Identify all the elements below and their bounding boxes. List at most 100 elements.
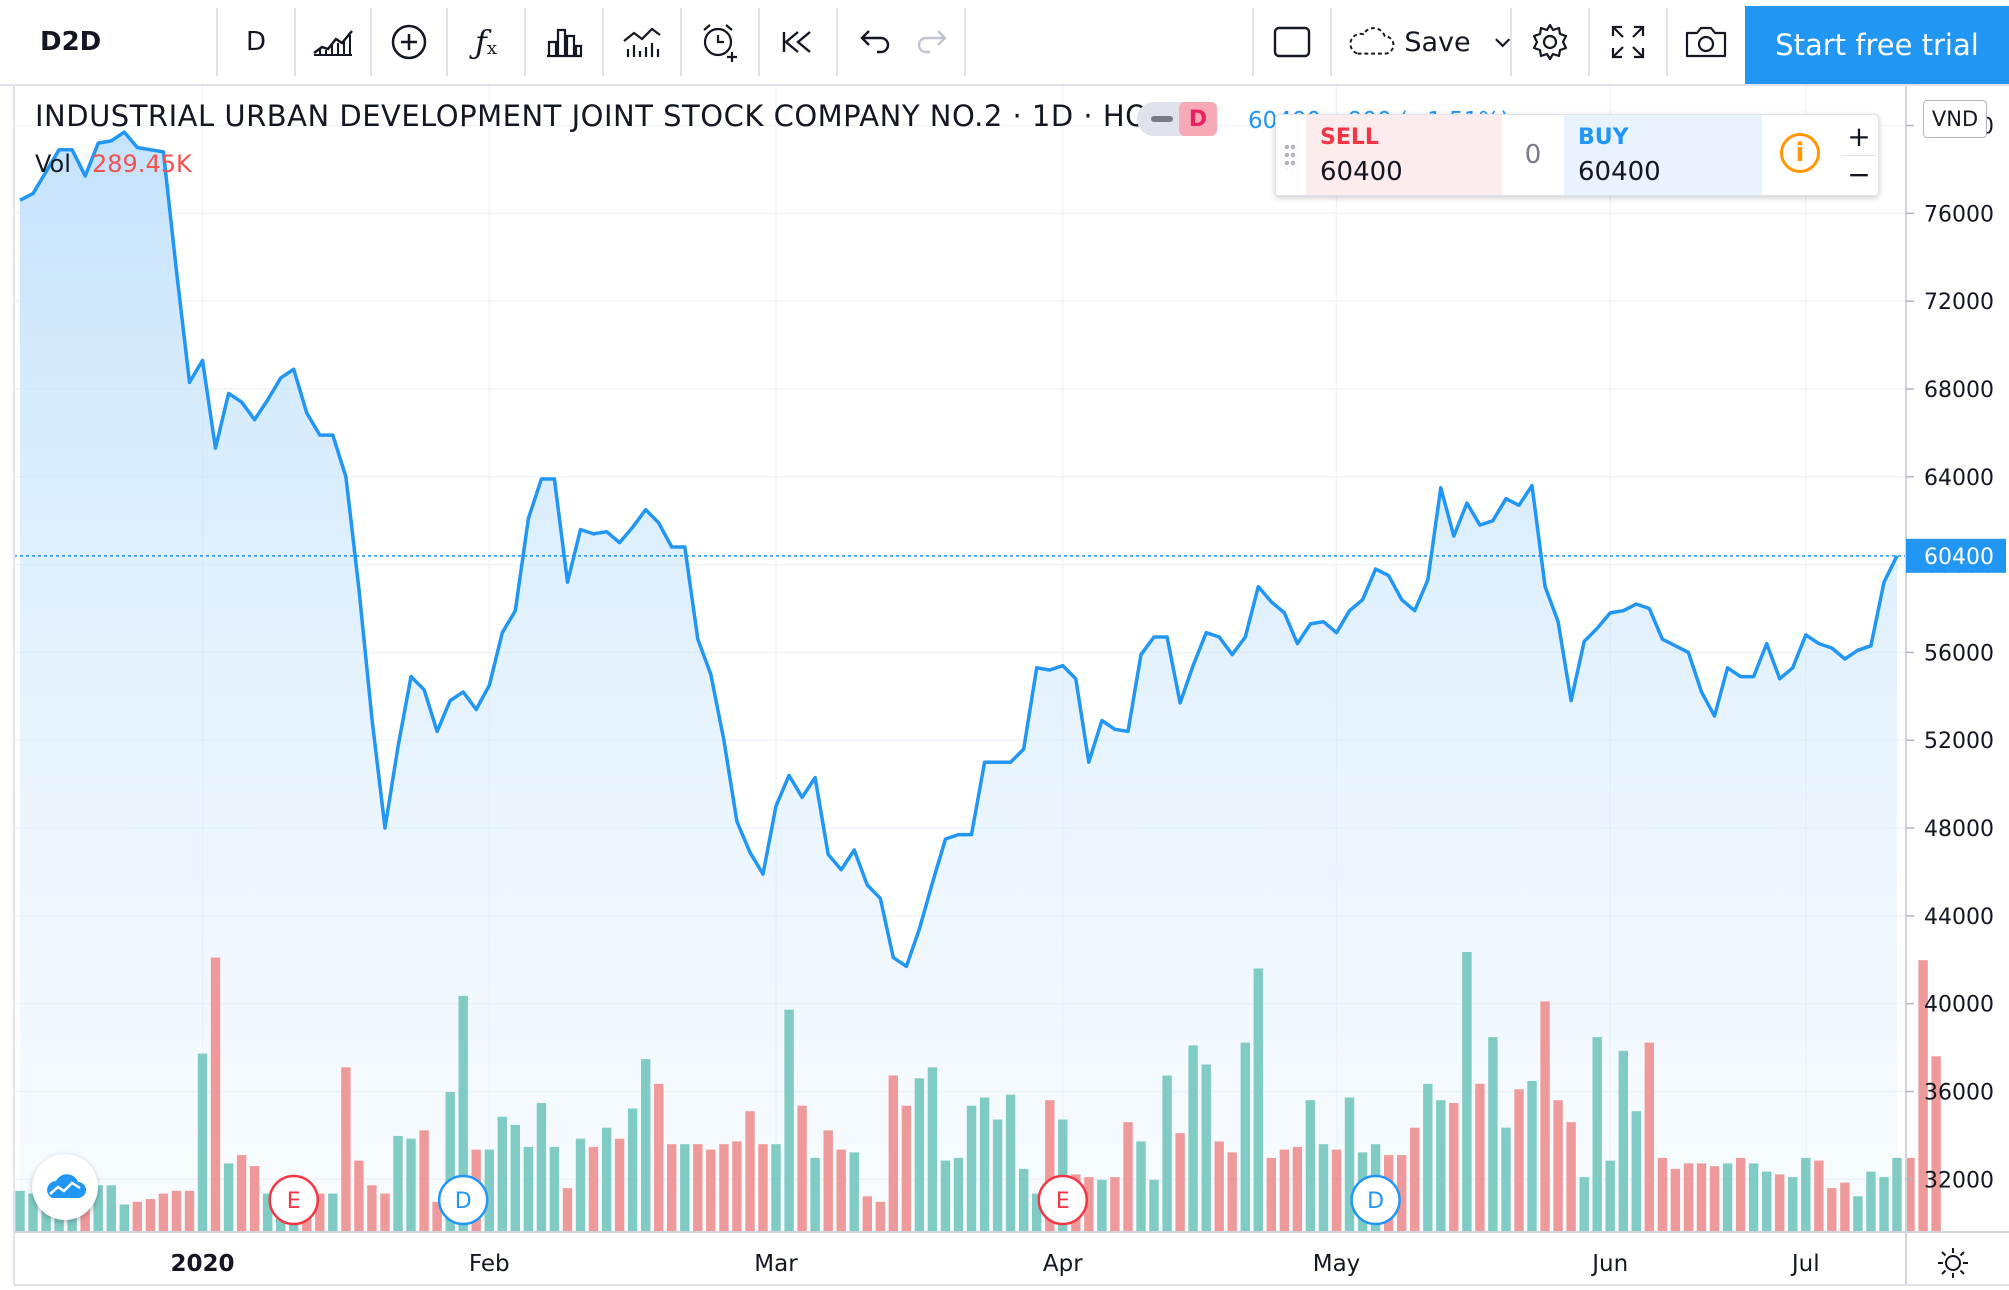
x-tick-label: 2020 bbox=[170, 1251, 234, 1277]
volume-bar bbox=[784, 1009, 794, 1232]
settings-gear-icon[interactable] bbox=[1512, 8, 1588, 76]
financials-bar-icon[interactable] bbox=[526, 8, 602, 76]
y-tick-label: 52000 bbox=[1924, 729, 1994, 754]
volume-bar bbox=[497, 1116, 507, 1232]
volume-bar bbox=[836, 1149, 846, 1232]
interval-button[interactable]: D bbox=[245, 27, 267, 57]
volume-bar bbox=[1722, 1163, 1733, 1232]
toolbar-divider bbox=[680, 8, 682, 76]
earnings-marker[interactable]: E bbox=[268, 1174, 319, 1226]
volume-bar bbox=[1905, 1157, 1915, 1232]
volume-bar bbox=[1423, 1083, 1433, 1232]
volume-bar bbox=[953, 1157, 964, 1232]
volume-bar bbox=[1149, 1179, 1159, 1232]
scale-settings-icon[interactable] bbox=[1936, 1246, 1970, 1284]
y-tick-label: 32000 bbox=[1924, 1168, 1994, 1193]
toolbar-divider bbox=[964, 8, 966, 76]
volume-bar bbox=[1045, 1100, 1055, 1232]
volume-bar bbox=[1436, 1100, 1446, 1232]
redo-icon[interactable] bbox=[900, 8, 964, 76]
last-price-label: 60400 bbox=[1924, 545, 1994, 570]
x-tick-label: May bbox=[1313, 1251, 1361, 1277]
last-price-tag bbox=[1906, 538, 2006, 573]
x-tick-label: Jun bbox=[1590, 1251, 1628, 1277]
chevron-down-icon bbox=[1494, 38, 1510, 48]
earnings-marker[interactable]: E bbox=[1037, 1174, 1089, 1226]
plus-button[interactable]: + bbox=[1842, 117, 1876, 156]
dividend-marker[interactable]: D bbox=[1350, 1174, 1401, 1226]
toggle-knob bbox=[1151, 116, 1173, 122]
y-tick-label: 36000 bbox=[1924, 1080, 1994, 1105]
volume-bar bbox=[875, 1201, 885, 1232]
start-free-trial-button[interactable]: Start free trial bbox=[1745, 6, 2009, 84]
quantity-field[interactable]: 0 bbox=[1524, 140, 1542, 170]
volume-bar bbox=[523, 1146, 534, 1232]
minus-button[interactable]: − bbox=[1847, 157, 1871, 191]
dividend-toggle[interactable]: D bbox=[1137, 102, 1217, 136]
volume-bar bbox=[380, 1193, 390, 1232]
volume-bar bbox=[93, 1185, 103, 1232]
dividend-badge: D bbox=[1179, 102, 1217, 136]
volume-label: Vol bbox=[35, 150, 71, 178]
volume-bar bbox=[1279, 1149, 1290, 1232]
info-icon[interactable]: i bbox=[1780, 133, 1820, 173]
symbol-search-button[interactable]: D2D bbox=[40, 27, 102, 57]
snapshot-camera-icon[interactable] bbox=[1668, 8, 1744, 76]
volume-bar bbox=[354, 1160, 364, 1232]
compare-add-icon[interactable] bbox=[372, 8, 446, 76]
tradingview-logo-icon[interactable] bbox=[32, 1154, 98, 1220]
volume-bar bbox=[927, 1067, 938, 1232]
volume-bar bbox=[432, 1201, 442, 1232]
volume-bar bbox=[1240, 1042, 1250, 1232]
volume-bar bbox=[1618, 1050, 1628, 1232]
volume-bar bbox=[1527, 1081, 1537, 1232]
volume-bar bbox=[536, 1103, 547, 1232]
volume-bar bbox=[992, 1119, 1003, 1232]
volume-bar bbox=[979, 1097, 990, 1232]
templates-icon[interactable] bbox=[604, 8, 680, 76]
volume-bar bbox=[1696, 1163, 1707, 1232]
chart-type-icon[interactable] bbox=[296, 8, 370, 76]
volume-bar bbox=[1253, 968, 1263, 1232]
save-label: Save bbox=[1404, 26, 1471, 58]
replay-rewind-icon[interactable] bbox=[760, 8, 836, 76]
volume-bar bbox=[171, 1190, 182, 1232]
sell-button[interactable]: SELL 60400 bbox=[1306, 115, 1502, 195]
currency-badge[interactable]: VND bbox=[1923, 100, 1987, 138]
volume-bar bbox=[680, 1144, 690, 1232]
volume-bar bbox=[1032, 1193, 1042, 1232]
volume-bar bbox=[1566, 1122, 1576, 1232]
undo-icon[interactable] bbox=[838, 8, 912, 76]
volume-bar bbox=[1175, 1133, 1185, 1232]
save-button[interactable]: Save bbox=[1332, 8, 1512, 76]
fullscreen-icon[interactable] bbox=[1590, 8, 1666, 76]
buy-button[interactable]: BUY 60400 bbox=[1564, 115, 1762, 195]
volume-bar bbox=[771, 1144, 781, 1232]
toolbar-divider bbox=[370, 8, 372, 76]
volume-bar bbox=[210, 957, 221, 1232]
volume-bar bbox=[914, 1078, 925, 1232]
volume-bar bbox=[1214, 1141, 1224, 1232]
volume-bar bbox=[445, 1092, 455, 1232]
volume-bar bbox=[1462, 952, 1472, 1232]
volume-bar bbox=[1410, 1127, 1420, 1232]
volume-bar bbox=[1657, 1157, 1668, 1232]
drag-handle-icon[interactable] bbox=[1284, 143, 1296, 169]
volume-bar bbox=[1449, 1103, 1459, 1232]
y-tick-label: 44000 bbox=[1924, 905, 1994, 930]
dividend-marker[interactable]: D bbox=[437, 1174, 489, 1226]
cloud-icon bbox=[1349, 27, 1395, 55]
volume-bar bbox=[1644, 1042, 1654, 1232]
alert-clock-icon[interactable] bbox=[682, 8, 758, 76]
volume-bar bbox=[1514, 1089, 1524, 1232]
volume-bar bbox=[823, 1130, 833, 1232]
toolbar-divider bbox=[1510, 8, 1512, 76]
toolbar-divider bbox=[602, 8, 604, 76]
volume-bar bbox=[1879, 1177, 1889, 1232]
volume-bar bbox=[1501, 1127, 1511, 1232]
layout-square-icon[interactable] bbox=[1254, 8, 1330, 76]
volume-bar bbox=[1188, 1045, 1198, 1232]
toolbar-divider bbox=[216, 8, 218, 76]
